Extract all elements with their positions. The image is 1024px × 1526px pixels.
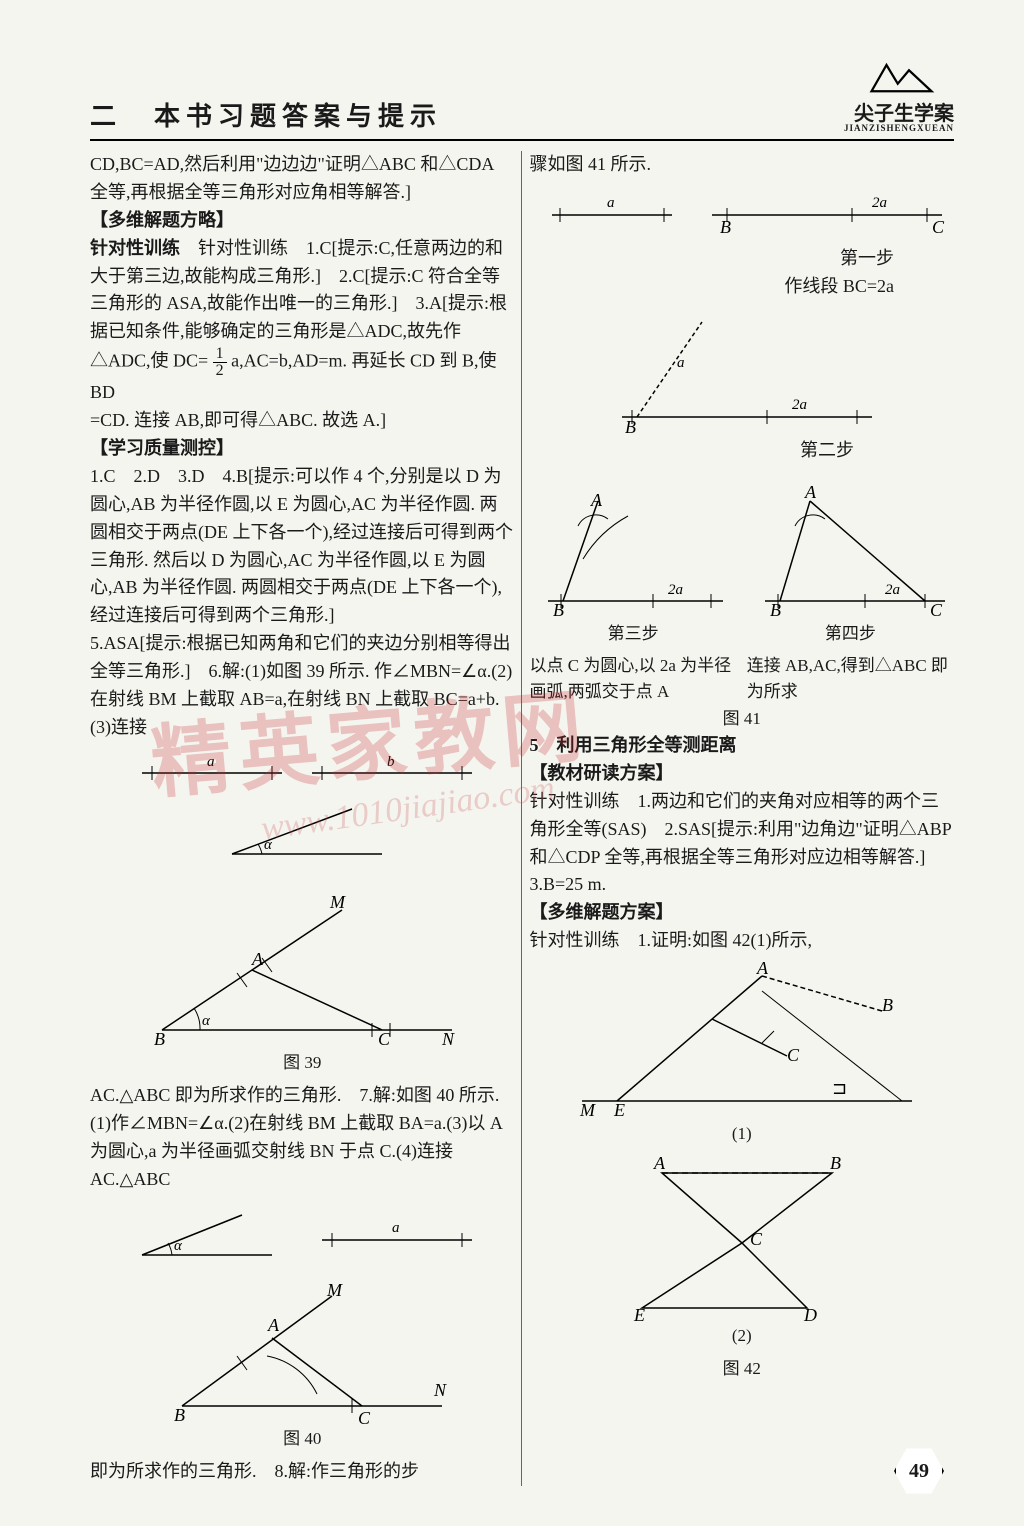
svg-text:2a: 2a bbox=[668, 582, 683, 598]
svg-text:⊐: ⊐ bbox=[832, 1078, 847, 1098]
svg-text:B: B bbox=[625, 417, 636, 437]
svg-text:α: α bbox=[202, 1013, 211, 1029]
brand-text: 尖子生学案 bbox=[844, 104, 954, 124]
svg-text:N: N bbox=[433, 1380, 447, 1400]
svg-text:B: B bbox=[174, 1405, 185, 1425]
fig41-caption: 图 41 bbox=[530, 706, 955, 732]
label-a: a bbox=[207, 754, 215, 770]
svg-text:C: C bbox=[358, 1408, 371, 1426]
svg-text:C: C bbox=[787, 1045, 800, 1065]
svg-text:2a: 2a bbox=[792, 397, 807, 413]
angle-seg-figure: α a bbox=[90, 1200, 515, 1270]
svg-text:C: C bbox=[750, 1229, 763, 1249]
angle-figure: α bbox=[90, 794, 515, 874]
svg-text:B: B bbox=[770, 600, 781, 620]
svg-text:2a: 2a bbox=[872, 195, 887, 211]
header-title: 二 本书习题答案与提示 bbox=[90, 96, 442, 133]
step3-desc: 以点 C 为圆心,以 2a 为半径画弧,两弧交于点 A bbox=[530, 653, 737, 706]
svg-text:E: E bbox=[613, 1100, 625, 1120]
content-columns: CD,BC=AD,然后利用"边边边"证明△ABC 和△CDA 全等,再根据全等三… bbox=[90, 151, 954, 1486]
fig39-caption: 图 39 bbox=[90, 1050, 515, 1076]
text: 1.C 2.D 3.D 4.B[提示:可以作 4 个,分别是以 D 为圆心,AB… bbox=[90, 463, 515, 630]
step4-desc: 连接 AB,AC,得到△ABC 即为所求 bbox=[747, 653, 954, 706]
text: 骤如图 41 所示. bbox=[530, 151, 955, 179]
sub1-caption: (1) bbox=[530, 1121, 955, 1147]
figure-42-1: A B C M E ⊐ (1) bbox=[530, 961, 955, 1147]
svg-text:A: A bbox=[653, 1153, 666, 1173]
text: 针对性训练 1.证明:如图 42(1)所示, bbox=[530, 927, 955, 955]
step1-label: 第一步 bbox=[840, 248, 894, 268]
figure-40: A M B C N 图 40 bbox=[90, 1276, 515, 1452]
step2-label: 第二步 bbox=[530, 437, 955, 465]
svg-text:C: C bbox=[378, 1029, 391, 1049]
svg-text:N: N bbox=[441, 1029, 455, 1049]
section-5-title: 5 利用三角形全等测距离 bbox=[530, 732, 955, 760]
svg-text:B: B bbox=[154, 1029, 165, 1049]
text: AC.△ABC 即为所求作的三角形. 7.解:如图 40 所示.(1)作∠MBN… bbox=[90, 1082, 515, 1194]
svg-text:A: A bbox=[756, 961, 769, 978]
svg-text:M: M bbox=[329, 892, 346, 912]
brand-pinyin: JIANZISHENGXUEAN bbox=[844, 124, 954, 133]
fig40-caption: 图 40 bbox=[90, 1426, 515, 1452]
svg-text:D: D bbox=[803, 1305, 817, 1323]
svg-text:a: a bbox=[392, 1220, 400, 1236]
svg-text:B: B bbox=[830, 1153, 841, 1173]
step4-label: 第四步 bbox=[747, 621, 954, 647]
section-heading: 【教材研读方案】 bbox=[530, 760, 955, 788]
svg-text:A: A bbox=[251, 949, 264, 969]
figure-39: α A M B C N 图 39 bbox=[90, 880, 515, 1076]
svg-text:M: M bbox=[579, 1100, 596, 1120]
section-heading: 【多维解题方略】 bbox=[90, 207, 515, 235]
svg-text:B: B bbox=[553, 600, 564, 620]
svg-text:a: a bbox=[677, 355, 685, 371]
ex-label: 针对性训练 bbox=[90, 238, 180, 258]
page-header: 二 本书习题答案与提示 尖子生学案 JIANZISHENGXUEAN bbox=[90, 60, 954, 141]
fig42-caption: 图 42 bbox=[530, 1356, 955, 1382]
figure-41-step1: a B 2a C 第一步 作线段 BC=2a bbox=[530, 185, 955, 301]
text: 5.ASA[提示:根据已知两角和它们的夹边分别相等得出全等三角形.] 6.解:(… bbox=[90, 630, 515, 742]
svg-text:a: a bbox=[607, 195, 615, 211]
right-column: 骤如图 41 所示. a B 2a C 第一步 bbox=[530, 151, 955, 1486]
svg-text:α: α bbox=[264, 837, 273, 853]
svg-text:A: A bbox=[804, 482, 817, 502]
svg-text:α: α bbox=[174, 1238, 183, 1254]
svg-text:B: B bbox=[882, 995, 893, 1015]
section-heading: 【多维解题方案】 bbox=[530, 899, 955, 927]
left-column: CD,BC=AD,然后利用"边边边"证明△ABC 和△CDA 全等,再根据全等三… bbox=[90, 151, 522, 1486]
svg-text:A: A bbox=[267, 1315, 280, 1335]
text: CD,BC=AD,然后利用"边边边"证明△ABC 和△CDA 全等,再根据全等三… bbox=[90, 154, 493, 202]
mountain-icon bbox=[864, 60, 954, 100]
text: 即为所求作的三角形. 8.解:作三角形的步 bbox=[90, 1458, 515, 1486]
svg-text:M: M bbox=[326, 1280, 343, 1300]
segment-ab-figure: a b bbox=[90, 748, 515, 788]
figure-41-step34: A B 2a 第三步 A bbox=[530, 471, 955, 647]
svg-text:C: C bbox=[930, 600, 943, 620]
svg-text:2a: 2a bbox=[885, 582, 900, 598]
svg-text:B: B bbox=[720, 217, 731, 237]
svg-text:E: E bbox=[633, 1305, 645, 1323]
figure-42-2: A B C E D (2) bbox=[530, 1153, 955, 1349]
text: 针对性训练 1.两边和它们的夹角对应相等的两个三角形全等(SAS) 2.SAS[… bbox=[530, 788, 955, 900]
section-heading: 【学习质量测控】 bbox=[90, 435, 515, 463]
fraction: 12 bbox=[213, 346, 227, 379]
svg-text:C: C bbox=[932, 217, 945, 237]
brand-logo: 尖子生学案 JIANZISHENGXUEAN bbox=[844, 60, 954, 133]
step1-desc: 作线段 BC=2a bbox=[784, 276, 894, 296]
label-b: b bbox=[387, 754, 395, 770]
text: =CD. 连接 AB,即可得△ABC. 故选 A.] bbox=[90, 407, 515, 435]
svg-text:A: A bbox=[590, 490, 603, 510]
sub2-caption: (2) bbox=[530, 1323, 955, 1349]
figure-41-step2: a B 2a 第二步 bbox=[530, 307, 955, 465]
step3-label: 第三步 bbox=[530, 621, 737, 647]
